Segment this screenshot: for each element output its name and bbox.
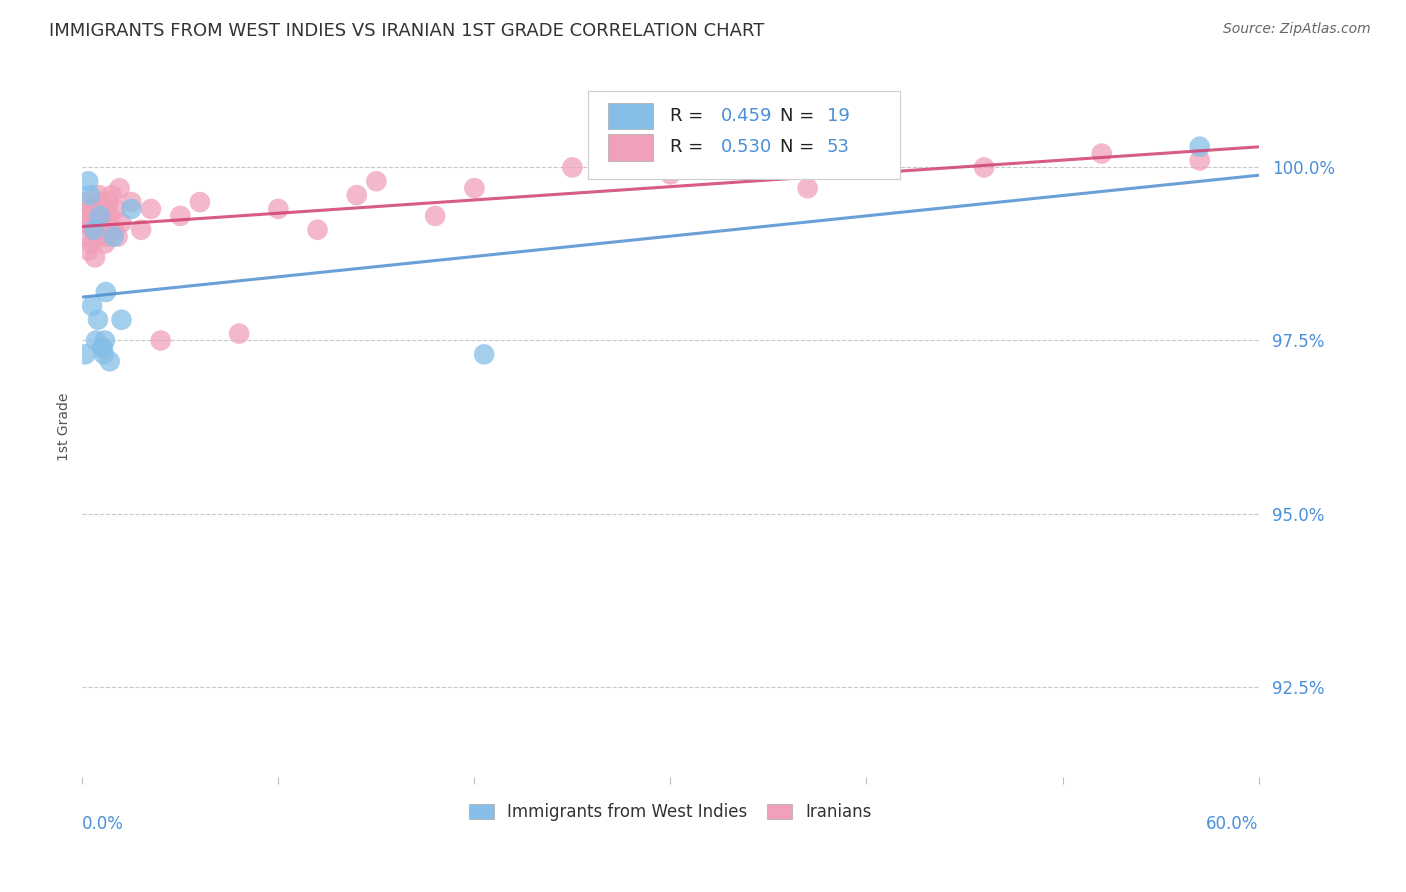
Point [97,195,120,210]
Point [75,195,97,210]
Point [73,209,96,223]
Point [346,188,368,202]
Point [89,209,111,223]
Point [96,229,118,244]
Point [103,223,125,237]
Point [139,202,162,216]
Point [855,153,877,168]
Point [307,223,329,237]
Point [77,244,100,258]
Point [1188,153,1211,168]
Point [188,195,211,210]
Point [267,202,290,216]
Point [1188,139,1211,153]
Point [77,174,100,188]
Point [98,354,121,368]
Point [120,202,142,216]
Point [76,202,98,216]
Point [94,334,117,348]
Point [110,216,132,230]
Point [169,209,191,223]
Point [973,161,995,175]
FancyBboxPatch shape [607,134,652,161]
Point [98,209,121,223]
Point [75,216,97,230]
Legend: Immigrants from West Indies, Iranians: Immigrants from West Indies, Iranians [463,797,879,828]
Point [90,216,112,230]
Text: IMMIGRANTS FROM WEST INDIES VS IRANIAN 1ST GRADE CORRELATION CHART: IMMIGRANTS FROM WEST INDIES VS IRANIAN 1… [49,22,765,40]
Point [425,209,447,223]
Point [100,188,122,202]
Point [84,216,107,230]
Text: N =: N = [780,107,820,125]
Point [75,347,97,361]
Point [120,195,142,210]
Point [94,202,117,216]
Point [94,285,117,299]
Text: 19: 19 [827,107,849,125]
Point [82,299,104,313]
Text: 0.459: 0.459 [721,107,772,125]
Point [77,229,100,244]
Text: N =: N = [780,138,820,156]
Point [91,340,114,354]
Point [149,334,172,348]
Point [87,229,110,244]
Point [129,223,152,237]
Point [472,347,495,361]
Point [93,347,115,361]
Text: R =: R = [671,138,710,156]
Text: 0.0%: 0.0% [83,815,124,833]
Point [87,188,110,202]
Point [108,181,131,195]
Point [366,174,388,188]
Point [110,312,132,326]
Point [79,188,101,202]
Point [90,340,112,354]
Point [79,209,101,223]
Point [463,181,485,195]
Point [84,251,107,265]
Point [82,223,104,237]
Point [228,326,250,341]
Point [561,161,583,175]
Point [94,236,117,251]
Point [82,236,104,251]
FancyBboxPatch shape [588,91,900,178]
Y-axis label: 1st Grade: 1st Grade [58,392,72,461]
Text: 0.530: 0.530 [721,138,772,156]
Point [107,229,129,244]
Point [83,223,105,237]
Point [796,181,818,195]
Point [89,223,111,237]
Point [87,312,110,326]
Point [659,167,682,181]
FancyBboxPatch shape [607,103,652,129]
Point [91,209,114,223]
Point [86,209,108,223]
Point [1091,146,1114,161]
Point [93,223,115,237]
Text: 60.0%: 60.0% [1206,815,1258,833]
Point [80,216,103,230]
Text: Source: ZipAtlas.com: Source: ZipAtlas.com [1223,22,1371,37]
Point [83,202,105,216]
Point [104,202,127,216]
Point [90,195,112,210]
Point [97,216,120,230]
Point [84,334,107,348]
Point [103,229,125,244]
Text: 53: 53 [827,138,849,156]
Text: R =: R = [671,107,710,125]
